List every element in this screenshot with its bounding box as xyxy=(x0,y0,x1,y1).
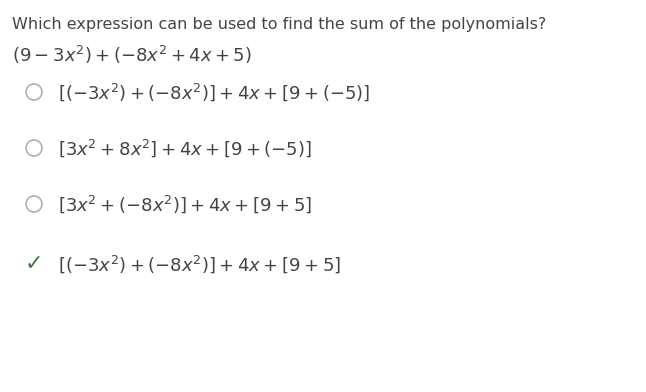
Text: $(9 - 3x^2) + (-8x^2 + 4x + 5)$: $(9 - 3x^2) + (-8x^2 + 4x + 5)$ xyxy=(12,44,252,66)
Text: $[3x^2+(-8x^2)]+4x+[9+5]$: $[3x^2+(-8x^2)]+4x+[9+5]$ xyxy=(58,193,312,215)
Text: $[3x^2+8x^2]+4x+[9+(-5)]$: $[3x^2+8x^2]+4x+[9+(-5)]$ xyxy=(58,137,312,159)
Text: ✓: ✓ xyxy=(25,254,43,274)
Text: $[(-3x^2)+(-8x^2)]+4x+[9+5]$: $[(-3x^2)+(-8x^2)]+4x+[9+5]$ xyxy=(58,253,341,275)
Text: Which expression can be used to find the sum of the polynomials?: Which expression can be used to find the… xyxy=(12,17,547,32)
Text: $[(-3x^2)+(-8x^2)]+4x+[9+(-5)]$: $[(-3x^2)+(-8x^2)]+4x+[9+(-5)]$ xyxy=(58,81,370,103)
